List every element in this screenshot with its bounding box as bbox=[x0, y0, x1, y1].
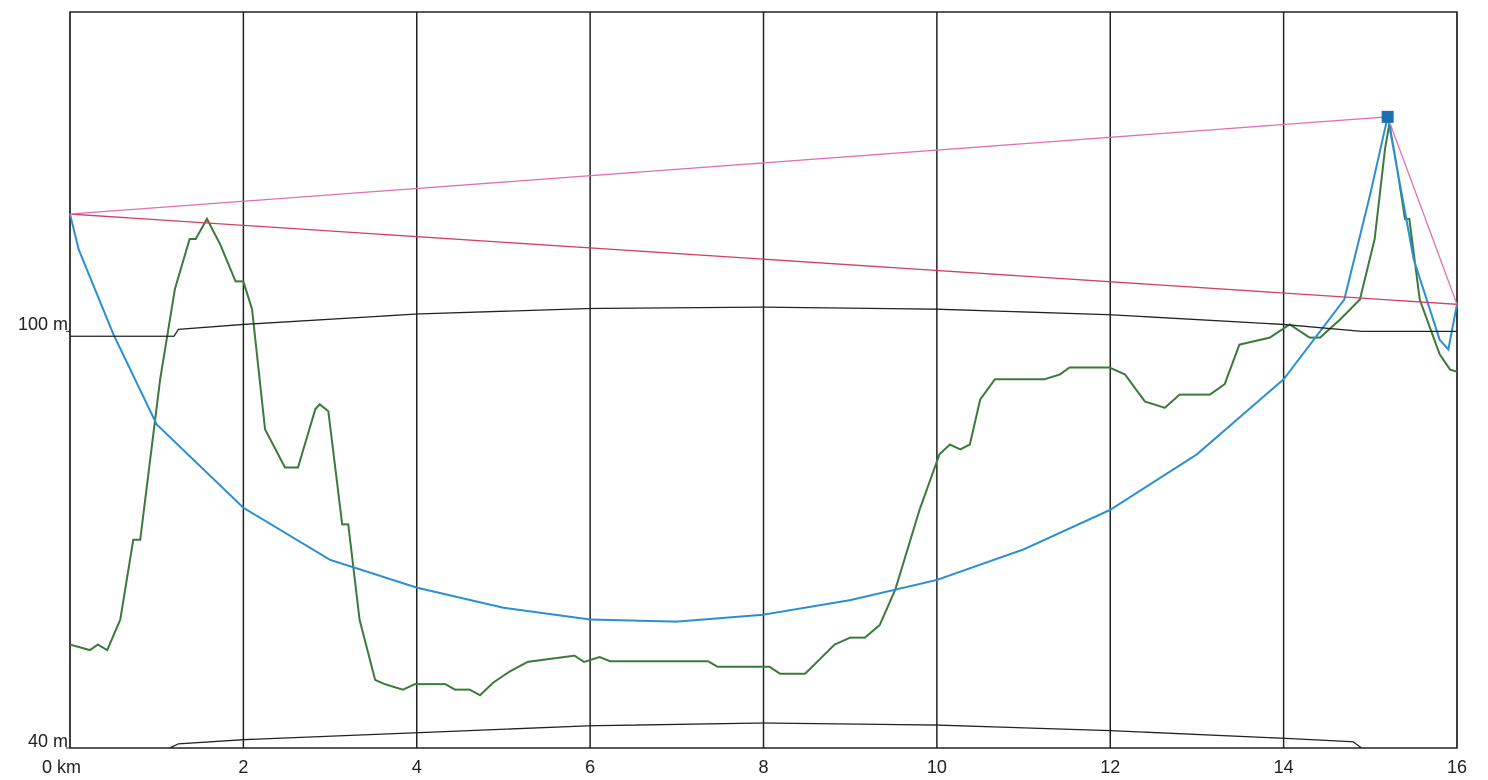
x-tick-label: 4 bbox=[412, 757, 422, 777]
x-tick-label: 0 km bbox=[42, 757, 81, 777]
x-tick-label: 8 bbox=[758, 757, 768, 777]
x-tick-label: 12 bbox=[1100, 757, 1120, 777]
y-tick-label: 100 m bbox=[18, 314, 68, 334]
series-line bbox=[69, 213, 1458, 305]
y-tick-label: 40 m bbox=[28, 731, 68, 751]
x-tick-label: 6 bbox=[585, 757, 595, 777]
series-line bbox=[69, 123, 1458, 697]
x-tick-label: 10 bbox=[927, 757, 947, 777]
series-line bbox=[169, 722, 1363, 749]
series-line bbox=[69, 116, 1458, 623]
x-tick-label: 16 bbox=[1447, 757, 1467, 777]
marker bbox=[1381, 110, 1394, 123]
x-tick-label: 2 bbox=[238, 757, 248, 777]
x-tick-label: 14 bbox=[1274, 757, 1294, 777]
series-line bbox=[70, 306, 1457, 337]
